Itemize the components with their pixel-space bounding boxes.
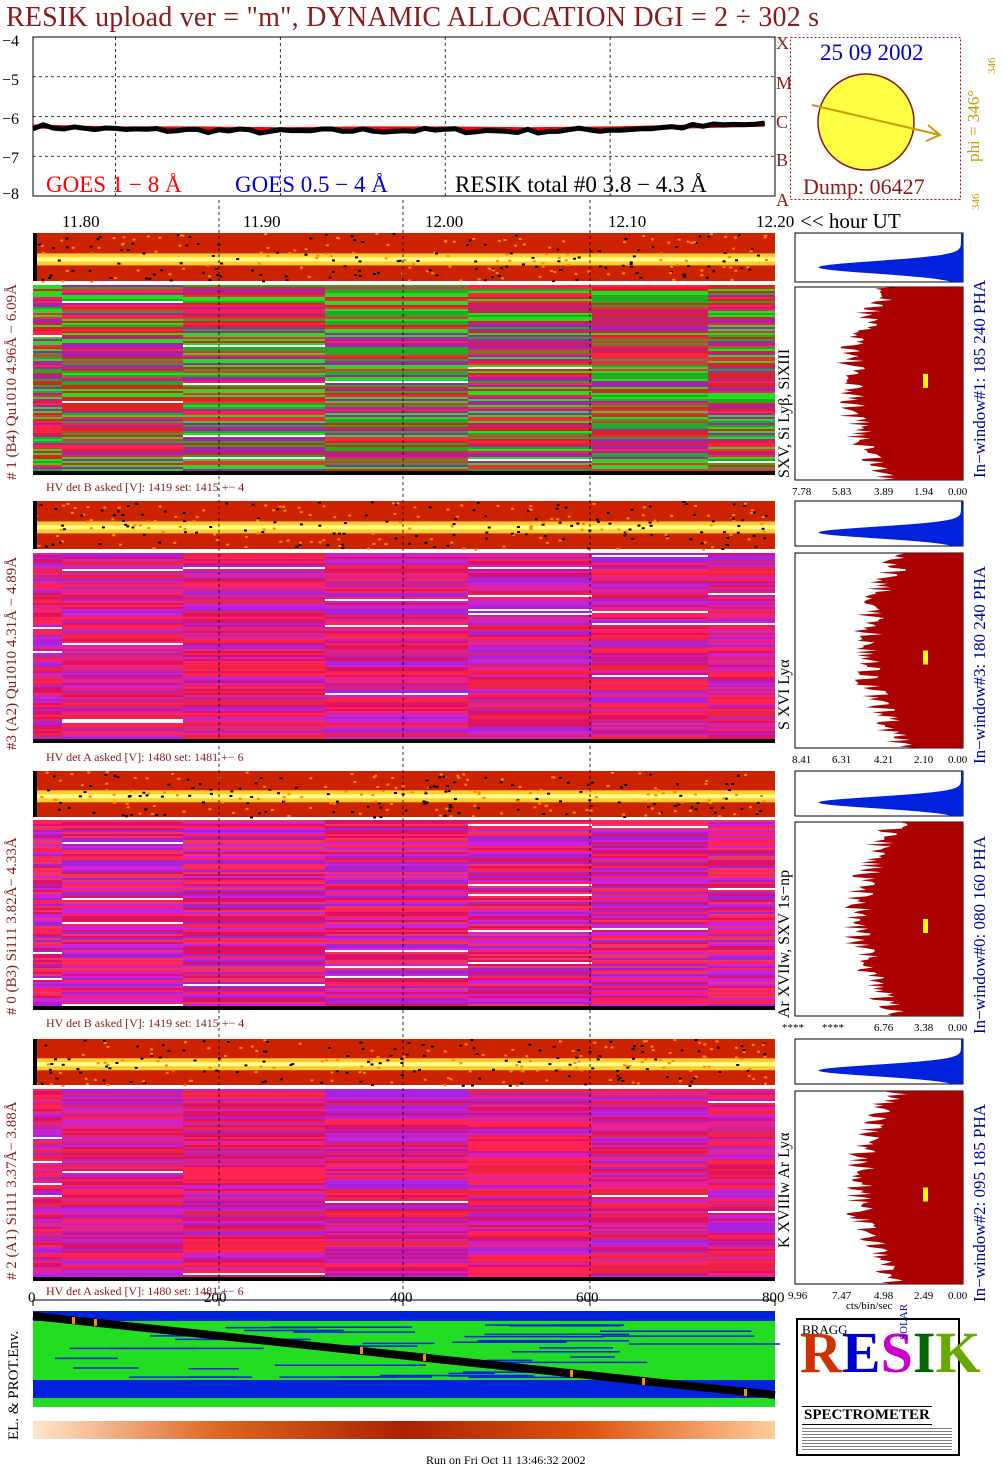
detector-3-label: #3 (A2) Qu1010 4.31Å − 4.89Å [4, 556, 20, 750]
detector-0-label: # 0 (B3) Si111 3.82Å− 4.33Å [4, 837, 20, 1015]
phi-arrowhead [925, 124, 942, 142]
series-line [32, 120, 765, 136]
sun-disk [817, 73, 915, 171]
window-marker [923, 650, 928, 665]
detector-panel-2 [33, 770, 964, 1017]
window-marker [923, 373, 928, 388]
orbit-marker [642, 1378, 645, 1385]
line-label-2: K XVIIIw Ar Lyα [776, 1132, 793, 1248]
resik-logo: RESIK SOLAR BRAGG SPECTROMETER [796, 1304, 981, 1456]
page-title: RESIK upload ver = "m", DYNAMIC ALLOCATI… [6, 2, 820, 33]
class-letter-a: A [776, 190, 789, 210]
x-tick: 12.20 [756, 212, 795, 231]
dump-number: Dump: 06427 [803, 174, 925, 199]
bottom-tick: 200 [204, 1290, 227, 1306]
x-tick: 11.90 [243, 212, 281, 231]
hist-unit: cts/bin/sec [846, 1300, 893, 1312]
x-tick: 12.10 [608, 212, 647, 231]
window-label-2: In−window#2: 095 185 PHA [970, 1103, 989, 1302]
phi-arrow [811, 104, 941, 136]
legend-goes-1-8: GOES 1 − 8 Å [46, 172, 182, 197]
detector-1-label: # 1 (B4) Qu1010 4.96Å − 6.09Å [4, 284, 20, 480]
logo-solar: SOLAR [898, 1303, 910, 1340]
window-marker [923, 919, 928, 933]
x-tick: 11.80 [62, 212, 100, 231]
orbit-marker [423, 1354, 426, 1361]
sun-date: 25 09 2002 [820, 40, 924, 65]
y-tick: −8 [2, 186, 20, 203]
detector-panel-3 [33, 1038, 964, 1285]
legend-goes-05-4: GOES 0.5 − 4 Å [235, 172, 388, 197]
orbit-track [32, 1312, 776, 1399]
y-tick: −5 [2, 72, 20, 89]
orbit-marker [744, 1389, 747, 1396]
orbit-marker [72, 1317, 75, 1324]
y-tick: −4 [2, 33, 20, 50]
window-marker [923, 1187, 928, 1202]
detector-panel-1 [33, 500, 964, 749]
hv-detector-3: HV det A asked [V]: 1480 set: 1481 +− 6 [46, 750, 244, 764]
window-label-0: In−window#0: 080 160 PHA [970, 835, 989, 1034]
line-label-3: S XVI Lyα [776, 659, 793, 730]
hv-detector-1: HV det B asked [V]: 1419 set: 1415 +− 4 [46, 480, 245, 494]
window-label-3: In−window#3: 180 240 PHA [970, 565, 989, 764]
orbit-marker [570, 1370, 573, 1377]
bottom-tick: 800 [762, 1290, 785, 1306]
line-label-1: SXV, Si Lyβ, SiXIII [776, 348, 793, 478]
class-letter-x: X [776, 33, 789, 53]
logo-letters: RESIK [800, 1320, 981, 1385]
logo-fine-print [802, 1428, 952, 1450]
footer-run-date: Run on Fri Oct 11 13:46:32 2002 [426, 1453, 586, 1467]
logo-bragg: BRAGG [802, 1322, 848, 1337]
orbit-marker [360, 1347, 363, 1354]
sun-panel [790, 37, 961, 200]
line-label-0: Ar XVIIw, SXV 1s−np [776, 869, 793, 1018]
detector-2-label: # 2 (A1) Si111 3.37Å− 3.88Å [4, 1101, 20, 1280]
class-letter-m: M [776, 73, 793, 93]
legend-resik-total: RESIK total #0 3.8 − 4.3 Å [455, 172, 707, 197]
orbit-marker [94, 1319, 97, 1326]
x-axis-label: << hour UT [800, 209, 901, 233]
bottom-tick: 400 [390, 1290, 413, 1306]
detector-panel-0 [33, 232, 964, 481]
lightcurve-grid [33, 37, 775, 196]
hv-detector-0: HV det B asked [V]: 1419 set: 1415 +− 4 [46, 1016, 245, 1030]
class-letter-b: B [776, 150, 789, 170]
y-tick: −7 [2, 150, 20, 167]
bottom-tick: 600 [576, 1290, 599, 1306]
y-tick: −6 [2, 111, 20, 128]
hv-detector-2: HV det A asked [V]: 1480 set: 1481 +− 6 [46, 1284, 244, 1298]
bottom-tick: 0 [28, 1290, 36, 1306]
lightcurve-series [32, 120, 765, 136]
class-letter-c: C [776, 112, 789, 132]
x-tick: 12.00 [425, 212, 464, 231]
lightcurve-chart [32, 36, 776, 197]
window-label-1: In−window#1: 185 240 PHA [970, 279, 989, 478]
logo-spectrometer: SPECTROMETER [802, 1406, 932, 1425]
temperature-strip [33, 1421, 775, 1439]
env-label: EL. & PROT.Env. [6, 1330, 22, 1440]
